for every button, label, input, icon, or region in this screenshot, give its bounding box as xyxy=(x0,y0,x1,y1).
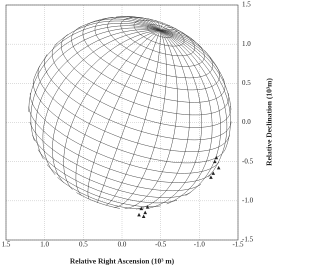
x-tick-label: 0.0 xyxy=(118,241,127,249)
x-tick-label: -1.0 xyxy=(194,241,206,249)
y-tick-label: 0.0 xyxy=(242,118,251,126)
wire-line xyxy=(155,20,161,31)
x-tick-label: 0.5 xyxy=(79,241,88,249)
wire-line xyxy=(35,29,161,160)
plot-frame xyxy=(5,4,239,241)
point xyxy=(216,165,221,170)
wire-line xyxy=(159,30,221,196)
wire-line xyxy=(159,30,213,205)
wire-line xyxy=(160,30,232,110)
wire-line xyxy=(124,30,178,209)
wire-line xyxy=(137,17,161,31)
x-axis-title: Relative Right Ascension (10³ m) xyxy=(70,257,175,266)
y-axis-title: Relative Declination (10³m) xyxy=(265,78,274,166)
x-tick-label: -0.5 xyxy=(155,241,167,249)
x-tick-label: -1.5 xyxy=(232,241,244,249)
wire-line xyxy=(97,30,161,203)
point xyxy=(211,171,216,175)
wire-line xyxy=(71,26,225,103)
wire-line xyxy=(105,30,161,206)
wire-line xyxy=(116,16,161,31)
point xyxy=(214,155,219,160)
point xyxy=(209,175,213,179)
y-tick-label: -1.5 xyxy=(242,236,254,244)
wire-line xyxy=(214,63,220,80)
wire-line xyxy=(82,20,220,91)
point xyxy=(145,205,150,209)
wire-line xyxy=(44,54,231,141)
wire-line xyxy=(29,93,220,174)
wire-line xyxy=(52,30,161,183)
wire-line xyxy=(42,30,161,175)
wire-line xyxy=(37,65,230,152)
wire-line xyxy=(97,17,161,31)
x-tick-label: 1.0 xyxy=(40,241,49,249)
wire-line xyxy=(30,27,161,141)
wire-line xyxy=(87,30,161,200)
wire-line xyxy=(127,16,161,31)
y-tick-label: 1.0 xyxy=(242,40,251,48)
wire-line xyxy=(63,30,161,190)
wire-line xyxy=(51,42,231,128)
wire-line xyxy=(32,135,191,198)
wire-line xyxy=(33,23,161,79)
y-tick-label: 1.5 xyxy=(242,1,251,9)
wire-line xyxy=(75,30,161,196)
wire-line xyxy=(160,29,195,42)
y-tick-label: 0.5 xyxy=(242,79,251,87)
wire-line xyxy=(160,27,178,31)
wire-line xyxy=(54,20,161,46)
wire-line xyxy=(28,25,161,112)
point xyxy=(137,212,141,217)
wire-line xyxy=(114,30,167,208)
wire-line xyxy=(227,92,230,102)
chart: Relative Right Ascension (10³ m) Relativ… xyxy=(2,1,274,266)
wire-line xyxy=(160,30,228,178)
wire-line xyxy=(160,30,203,49)
wire-line xyxy=(78,18,161,31)
wire-line xyxy=(159,22,163,31)
wire-line xyxy=(160,29,186,35)
wire-line xyxy=(94,17,213,79)
point xyxy=(139,206,144,211)
point xyxy=(143,210,147,215)
wire-line xyxy=(29,121,202,192)
wire-line xyxy=(160,30,231,148)
wire-line xyxy=(135,30,191,210)
wire-line xyxy=(160,30,215,64)
point xyxy=(141,214,146,218)
wire-line xyxy=(147,18,161,31)
wire-line xyxy=(160,30,225,82)
wire-line xyxy=(147,30,202,209)
point xyxy=(213,159,217,164)
wire-line xyxy=(185,34,205,59)
y-tick-label: -0.5 xyxy=(242,157,254,165)
wire-line xyxy=(159,25,171,31)
x-tick-label: 1.5 xyxy=(2,241,11,249)
wire-line xyxy=(61,34,229,116)
shape-wireframe xyxy=(5,4,239,241)
y-tick-label: -1.0 xyxy=(242,196,254,204)
